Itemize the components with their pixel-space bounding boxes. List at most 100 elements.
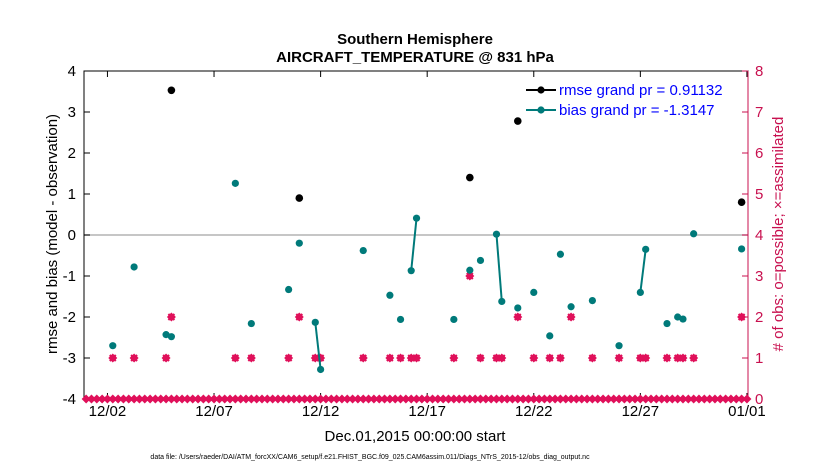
obs-zero-marker [108,394,118,404]
obs-zero-marker [204,394,214,404]
obs-zero-marker [124,394,134,404]
bias-point [450,315,458,324]
bias-point [615,342,623,350]
bias-line [639,249,647,293]
obs-zero-marker [145,394,155,404]
obs-zero-marker [188,394,198,404]
obs-zero-marker [710,394,720,404]
obs-zero-marker [166,394,176,404]
obs-zero-marker [523,394,533,404]
bias-point [530,288,538,296]
obs-zero-marker [236,394,246,404]
x-tick-label: 12/07 [195,403,233,420]
obs-zero-marker [358,394,368,404]
obs-assimilated-marker [295,313,304,321]
obs-zero-marker [396,394,406,404]
obs-zero-marker [294,394,304,404]
obs-zero-marker [390,394,400,404]
obs-zero-marker [193,394,203,404]
obs-assimilated-marker [663,354,671,362]
y-right-tick-label: 3 [755,268,763,285]
obs-zero-marker [497,394,507,404]
obs-zero-marker [406,394,416,404]
obs-zero-marker [150,394,160,404]
obs-assimilated-marker [162,354,170,362]
obs-zero-marker [651,394,661,404]
bias-point [407,267,415,275]
obs-zero-marker [571,394,581,404]
obs-zero-marker [140,394,150,404]
bias-point [386,291,394,299]
obs-zero-marker [619,394,629,404]
obs-zero-marker [97,394,107,404]
obs-zero-marker [102,394,112,404]
obs-zero-marker [198,394,208,404]
obs-zero-marker [481,394,491,404]
obs-assimilated-marker [546,354,554,362]
bias-point [295,239,303,247]
obs-zero-marker [507,394,517,404]
obs-zero-marker [444,394,454,404]
bias-point [476,256,485,265]
obs-assimilated-marker [641,354,650,362]
obs-zero-marker [454,394,464,404]
y-axis-label: rmse and bias (model - observation) [44,114,61,354]
obs-zero-marker [326,394,336,404]
obs-zero-marker [598,394,608,404]
y-tick-label: 3 [68,104,76,121]
obs-assimilated-marker [247,354,256,362]
rmse-point [466,173,474,182]
x-tick-label: 12/22 [515,403,553,420]
obs-zero-marker [582,394,592,404]
obs-zero-marker [129,394,139,404]
obs-assimilated-marker [167,313,176,321]
rmse-point [737,198,746,206]
obs-zero-marker [177,394,187,404]
obs-zero-marker [380,394,390,404]
obs-zero-marker [475,394,485,404]
obs-zero-marker [385,394,395,404]
obs-zero-marker [630,394,640,404]
obs-zero-marker [401,394,411,404]
bias-point [567,303,575,311]
obs-zero-marker [182,394,192,404]
bias-point [317,365,325,374]
bias-point [130,263,138,271]
obs-zero-marker [161,394,171,404]
bias-point [359,246,367,255]
obs-zero-marker [689,394,699,404]
obs-assimilated-marker [109,354,117,362]
y-right-tick-label: 7 [755,104,763,121]
obs-zero-marker [545,394,555,404]
obs-zero-marker [257,394,267,404]
bias-point [412,214,421,222]
obs-zero-marker [513,394,523,404]
obs-zero-marker [225,394,235,404]
obs-zero-marker [646,394,656,404]
obs-zero-marker [486,394,496,404]
obs-assimilated-marker [396,354,405,362]
obs-zero-marker [433,394,443,404]
obs-zero-marker [86,394,96,404]
y-right-tick-label: 1 [755,350,763,367]
y-tick-label: 4 [68,63,76,80]
bias-point [167,333,175,341]
bias-point [231,179,239,187]
obs-zero-marker [534,394,544,404]
obs-assimilated-marker [450,354,458,362]
bias-point [663,319,671,328]
y-right-tick-label: 4 [755,227,763,244]
obs-zero-marker [555,394,565,404]
rmse-point [295,194,304,202]
obs-zero-marker [310,394,320,404]
obs-zero-marker [230,394,240,404]
y-axis-label-right: # of obs: o=possible; ×=assimilated [770,117,787,352]
bias-point [492,230,501,238]
obs-zero-marker [438,394,448,404]
bias-point [514,304,522,312]
rmse-point [167,86,176,95]
obs-assimilated-marker [556,354,565,362]
obs-zero-marker [673,394,683,404]
obs-zero-marker [214,394,224,404]
bias-point [556,250,565,258]
